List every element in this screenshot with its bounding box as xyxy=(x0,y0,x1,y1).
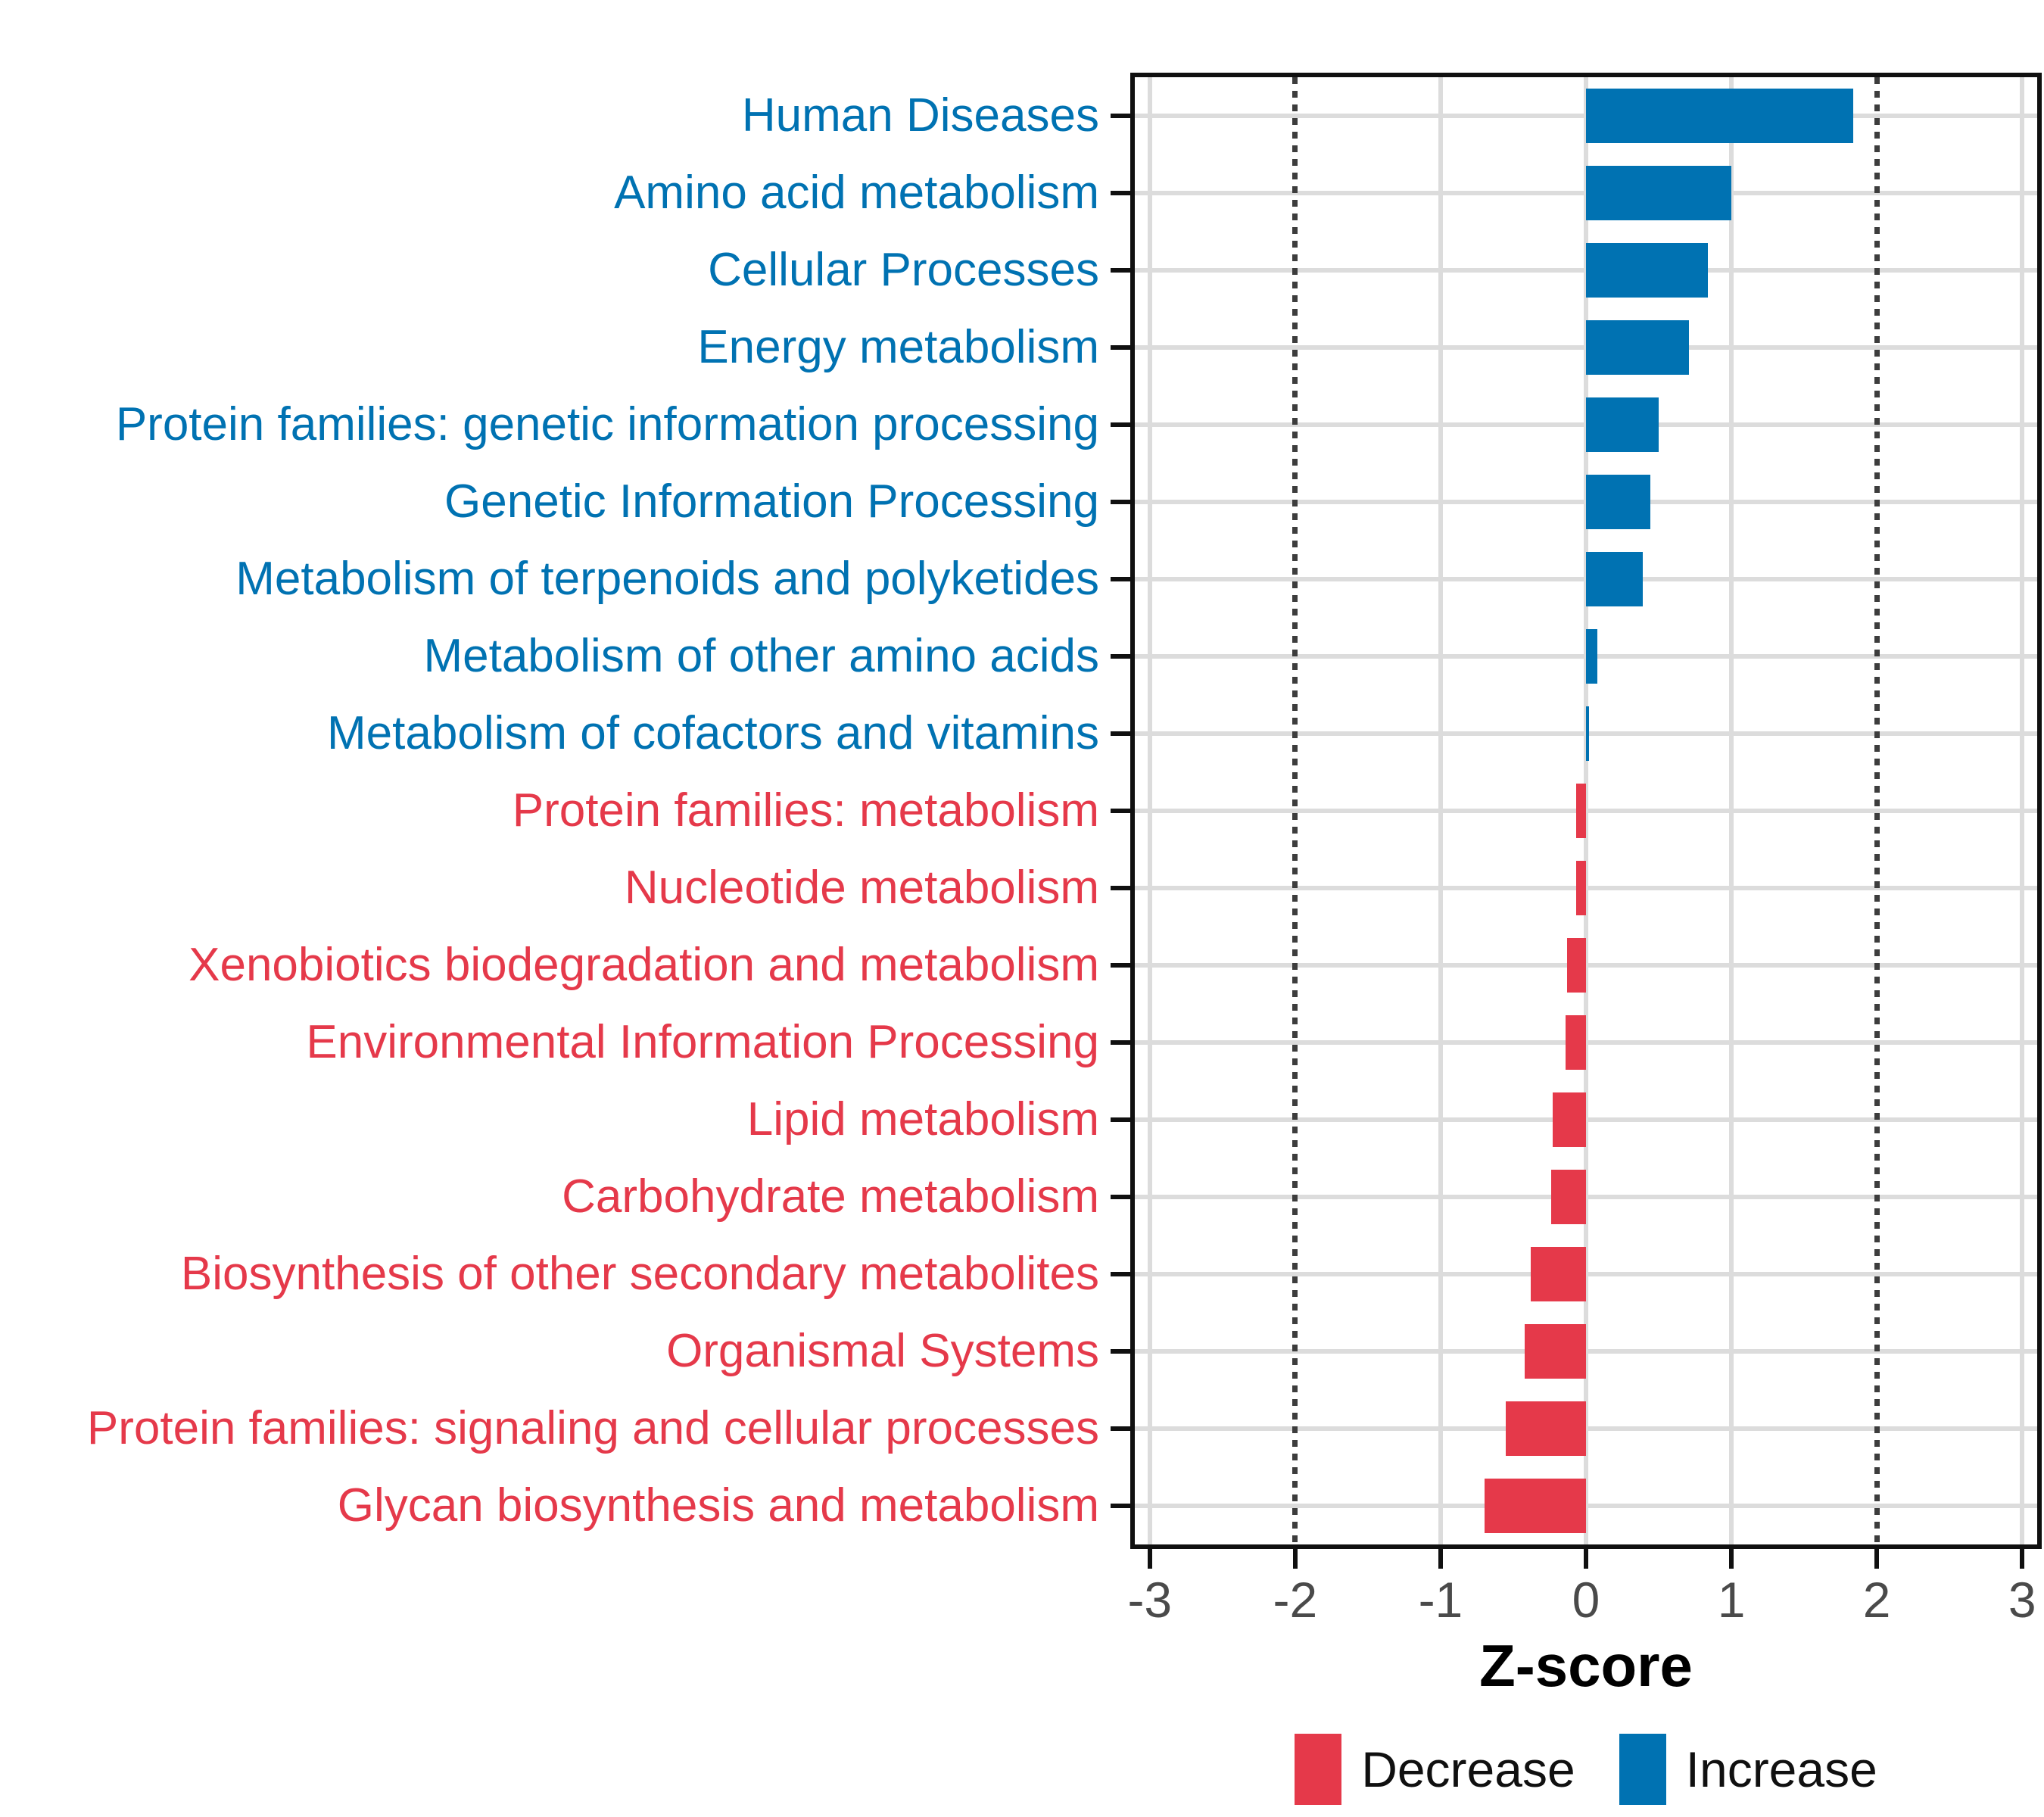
x-axis-tick-label: -2 xyxy=(1273,1572,1318,1628)
y-axis-tick xyxy=(1111,1426,1130,1431)
category-label: Metabolism of other amino acids xyxy=(423,630,1099,682)
y-axis-tick xyxy=(1111,1040,1130,1045)
y-axis-tick xyxy=(1111,500,1130,504)
bar xyxy=(1586,629,1598,684)
bar xyxy=(1506,1401,1586,1456)
y-axis-tick xyxy=(1111,809,1130,813)
x-axis-tick-label: 2 xyxy=(1862,1572,1891,1628)
legend: Decrease Increase xyxy=(1130,1728,2042,1811)
x-axis-title: Z-score xyxy=(1479,1632,1693,1699)
y-axis-tick xyxy=(1111,191,1130,195)
y-axis-tick xyxy=(1111,577,1130,581)
dotted-reference-line xyxy=(1874,77,1880,1544)
bar xyxy=(1586,397,1659,452)
category-label: Organismal Systems xyxy=(666,1325,1099,1377)
legend-item-decrease: Decrease xyxy=(1295,1734,1575,1805)
x-axis-tick-label: 3 xyxy=(2008,1572,2036,1628)
x-axis-tick-label: -3 xyxy=(1127,1572,1173,1628)
bar xyxy=(1567,938,1586,993)
category-label: Lipid metabolism xyxy=(746,1093,1099,1145)
y-axis-tick xyxy=(1111,1195,1130,1199)
x-axis-tick xyxy=(1874,1549,1880,1569)
bar xyxy=(1566,1015,1586,1070)
category-label: Carbohydrate metabolism xyxy=(562,1170,1099,1223)
x-axis-tick-label: -1 xyxy=(1418,1572,1463,1628)
category-label: Metabolism of cofactors and vitamins xyxy=(327,707,1099,759)
bar xyxy=(1586,320,1690,375)
y-axis-tick xyxy=(1111,886,1130,890)
x-axis-tick xyxy=(1584,1549,1588,1569)
bar xyxy=(1575,784,1586,838)
y-axis-tick xyxy=(1111,114,1130,118)
x-axis-tick-label: 1 xyxy=(1717,1572,1746,1628)
y-axis-tick xyxy=(1111,1349,1130,1354)
vertical-gridline xyxy=(1147,77,1152,1544)
y-axis-tick xyxy=(1111,422,1130,427)
x-axis-tick xyxy=(1147,1549,1152,1569)
category-label: Biosynthesis of other secondary metaboli… xyxy=(180,1248,1099,1300)
category-label: Genetic Information Processing xyxy=(444,475,1099,528)
category-label: Protein families: metabolism xyxy=(512,784,1099,837)
category-label: Xenobiotics biodegradation and metabolis… xyxy=(189,939,1099,991)
y-axis-tick xyxy=(1111,963,1130,968)
category-label: Energy metabolism xyxy=(697,321,1099,373)
y-axis-tick xyxy=(1111,731,1130,736)
x-axis-tick-label: 0 xyxy=(1572,1572,1600,1628)
category-label: Protein families: genetic information pr… xyxy=(115,398,1099,450)
category-label: Amino acid metabolism xyxy=(614,167,1099,219)
legend-item-increase: Increase xyxy=(1619,1734,1877,1805)
y-axis-tick xyxy=(1111,345,1130,350)
dotted-reference-line xyxy=(1292,77,1298,1544)
y-axis-tick xyxy=(1111,268,1130,273)
y-axis-tick xyxy=(1111,1504,1130,1508)
x-axis-tick xyxy=(1729,1549,1734,1569)
bar xyxy=(1550,1170,1586,1224)
plot-panel xyxy=(1130,73,2042,1549)
y-axis-tick xyxy=(1111,1272,1130,1276)
legend-label-decrease: Decrease xyxy=(1361,1741,1575,1797)
y-axis-tick xyxy=(1111,1117,1130,1122)
bar xyxy=(1531,1247,1586,1301)
vertical-gridline xyxy=(1438,77,1443,1544)
bar xyxy=(1586,89,1854,143)
bar xyxy=(1586,243,1709,298)
y-axis-tick xyxy=(1111,654,1130,659)
category-label: Human Diseases xyxy=(741,89,1099,142)
vertical-gridline xyxy=(1584,77,1588,1544)
x-axis-tick xyxy=(1438,1549,1443,1569)
bar xyxy=(1586,166,1732,220)
vertical-gridline xyxy=(2020,77,2025,1544)
category-label: Cellular Processes xyxy=(708,244,1099,296)
bar xyxy=(1552,1092,1586,1147)
category-label: Nucleotide metabolism xyxy=(624,862,1099,914)
bar xyxy=(1586,706,1589,761)
category-label: Metabolism of terpenoids and polyketides xyxy=(235,553,1099,605)
vertical-gridline xyxy=(1729,77,1734,1544)
increase-swatch-icon xyxy=(1619,1734,1666,1805)
x-axis-tick xyxy=(2020,1549,2025,1569)
x-axis-tick xyxy=(1292,1549,1298,1569)
bar xyxy=(1525,1324,1586,1379)
category-label: Environmental Information Processing xyxy=(306,1016,1099,1068)
bar xyxy=(1484,1479,1586,1533)
bar xyxy=(1586,552,1643,606)
bar xyxy=(1586,475,1650,529)
bar xyxy=(1575,861,1586,915)
category-label: Glycan biosynthesis and metabolism xyxy=(337,1479,1099,1532)
legend-label-increase: Increase xyxy=(1685,1741,1877,1797)
decrease-swatch-icon xyxy=(1295,1734,1342,1805)
category-label: Protein families: signaling and cellular… xyxy=(86,1402,1099,1454)
